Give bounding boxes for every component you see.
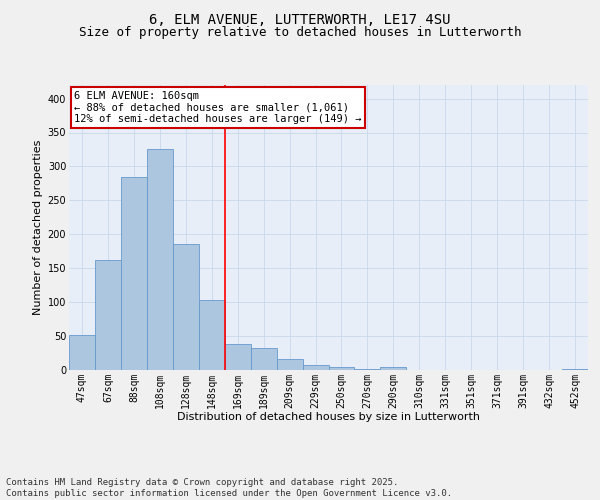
Bar [173,244,199,370]
X-axis label: Distribution of detached houses by size in Lutterworth: Distribution of detached houses by size … [177,412,480,422]
Y-axis label: Number of detached properties: Number of detached properties [34,140,43,315]
Bar [277,359,302,370]
Bar [225,344,251,370]
Bar [69,334,95,370]
Bar [380,368,406,370]
Text: Contains HM Land Registry data © Crown copyright and database right 2025.
Contai: Contains HM Land Registry data © Crown c… [6,478,452,498]
Bar [562,368,588,370]
Bar [199,300,224,370]
Bar [251,348,277,370]
Text: 6, ELM AVENUE, LUTTERWORTH, LE17 4SU: 6, ELM AVENUE, LUTTERWORTH, LE17 4SU [149,12,451,26]
Bar [121,176,147,370]
Bar [302,365,329,370]
Text: 6 ELM AVENUE: 160sqm
← 88% of detached houses are smaller (1,061)
12% of semi-de: 6 ELM AVENUE: 160sqm ← 88% of detached h… [74,90,362,124]
Text: Size of property relative to detached houses in Lutterworth: Size of property relative to detached ho… [79,26,521,39]
Bar [329,368,355,370]
Bar [147,150,173,370]
Bar [95,260,121,370]
